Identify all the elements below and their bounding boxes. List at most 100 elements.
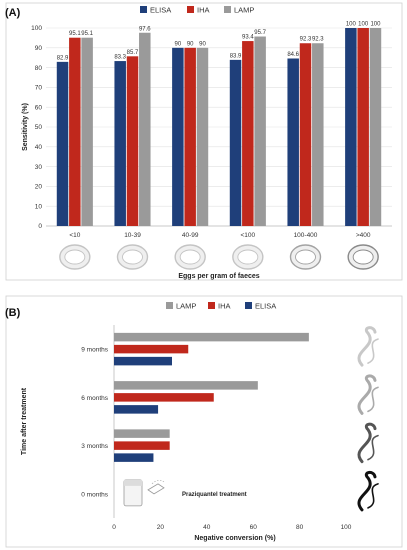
data-label-lamp-4: 92.3 — [312, 37, 324, 43]
pill-trail-icon — [151, 479, 165, 485]
dish-inner-icon-1 — [122, 249, 143, 265]
bar-lamp-4 — [312, 43, 324, 226]
dish-inner-icon-3 — [237, 249, 259, 265]
bar-lamp-2 — [196, 47, 209, 226]
bar-lamp-3 — [254, 36, 266, 226]
bar-lamp-1 — [139, 32, 151, 226]
bar-elisa-0 — [56, 61, 69, 226]
x-tick-label-b-60: 60 — [250, 524, 258, 531]
data-label-elisa-4: 84.6 — [287, 52, 299, 58]
x-axis-title-b: Negative conversion (%) — [194, 535, 275, 542]
data-label-iha-1: 85.7 — [127, 50, 139, 56]
dish-inner-icon-2 — [179, 249, 201, 265]
dish-inner-icon-5 — [352, 249, 374, 265]
worm-tail-icon-1 — [367, 386, 379, 413]
worm-icon-3 — [357, 471, 377, 512]
bar-b-lamp-1 — [114, 381, 258, 390]
x-axis-title: Eggs per gram of faeces — [178, 273, 259, 280]
x-tick-label-b-40: 40 — [203, 524, 211, 531]
x-tick-label-2: 40-99 — [182, 232, 199, 239]
data-label-iha-2: 90 — [187, 41, 194, 47]
y-tick-label-b-2: 3 months — [81, 443, 108, 450]
bar-iha-5 — [357, 28, 369, 226]
data-label-elisa-3: 83.9 — [230, 53, 242, 59]
data-label-iha-4: 92.3 — [300, 37, 312, 43]
bar-b-elisa-2 — [114, 453, 154, 462]
x-tick-label-5: >400 — [356, 232, 371, 239]
y-tick-label-40: 40 — [35, 144, 43, 151]
data-label-iha-3: 93.4 — [242, 35, 254, 41]
legend-b-swatch-iha — [208, 302, 215, 309]
worm-tail-icon-3 — [367, 483, 379, 509]
y-tick-label-10: 10 — [35, 203, 43, 210]
bar-b-lamp-2 — [114, 429, 170, 438]
x-tick-label-b-0: 0 — [112, 524, 116, 531]
medicine-box-lid-icon — [124, 479, 142, 486]
y-tick-label-b-0: 9 months — [81, 347, 108, 354]
panel-a-label: (A) — [5, 7, 21, 19]
x-tick-label-4: 100-400 — [294, 232, 318, 239]
y-tick-label-30: 30 — [35, 164, 43, 171]
bar-b-lamp-0 — [114, 332, 309, 342]
data-label-iha-5: 100 — [358, 22, 369, 28]
dish-inner-icon-4 — [295, 249, 316, 265]
x-tick-label-0: <10 — [69, 232, 80, 239]
data-label-lamp-2: 90 — [199, 41, 206, 47]
y-tick-label-b-3: 0 months — [81, 491, 108, 498]
data-label-lamp-3: 95.7 — [254, 30, 266, 36]
bar-elisa-5 — [345, 28, 357, 226]
panel-a-frame — [5, 2, 403, 281]
data-label-lamp-5: 100 — [370, 22, 381, 28]
bar-b-elisa-0 — [114, 356, 172, 366]
x-tick-label-b-20: 20 — [157, 524, 165, 531]
negative-conversion-chart: LAMP IHA ELISA 0 20 40 60 80 100 Negative convers… — [21, 302, 379, 542]
bar-b-iha-2 — [114, 441, 170, 450]
bar-b-iha-0 — [114, 344, 189, 354]
worm-icon-1 — [357, 374, 377, 415]
bar-iha-4 — [299, 43, 312, 226]
bar-b-iha-1 — [114, 393, 214, 402]
legend-b-swatch-elisa — [245, 302, 252, 309]
x-tick-label-1: 10-39 — [124, 232, 141, 239]
panel-b-label: (B) — [5, 307, 21, 319]
data-label-elisa-5: 100 — [346, 22, 357, 28]
sensitivity-chart: ELISA IHA LAMP 0 10 20 30 40 50 60 70 80 90 100 Sensit… — [22, 6, 392, 280]
worm-tail-icon-2 — [367, 434, 379, 461]
legend-swatch-iha — [187, 6, 194, 13]
bar-lamp-0 — [81, 37, 93, 227]
worm-icon-2 — [357, 422, 377, 464]
bar-elisa-3 — [229, 59, 242, 227]
data-label-elisa-0: 82.9 — [57, 55, 69, 61]
y-tick-label-80: 80 — [35, 65, 43, 72]
data-label-lamp-1: 97.6 — [139, 26, 151, 32]
data-label-lamp-0: 95.1 — [81, 31, 93, 37]
data-label-elisa-2: 90 — [175, 41, 182, 47]
legend-swatch-elisa — [140, 6, 147, 13]
y-tick-label-b-1: 6 months — [81, 395, 108, 402]
y-tick-label-50: 50 — [35, 124, 43, 131]
y-tick-label-100: 100 — [31, 25, 42, 32]
x-tick-label-b-100: 100 — [341, 524, 352, 531]
bar-elisa-1 — [114, 61, 126, 226]
y-tick-label-90: 90 — [35, 45, 43, 52]
y-axis-title: Sensitivity (%) — [22, 103, 29, 151]
legend-swatch-lamp — [224, 6, 231, 13]
dish-inner-icon-0 — [64, 249, 86, 265]
legend-b-label-iha: IHA — [218, 302, 231, 311]
legend-b-label-lamp: LAMP — [176, 302, 196, 311]
bar-b-elisa-1 — [114, 405, 159, 414]
legend-label-lamp: LAMP — [234, 6, 254, 15]
bar-iha-0 — [69, 37, 81, 227]
data-label-elisa-1: 83.3 — [114, 55, 126, 61]
worm-tail-icon-0 — [367, 338, 379, 364]
bar-iha-3 — [242, 41, 254, 227]
data-label-iha-0: 95.1 — [69, 31, 81, 37]
x-tick-label-b-80: 80 — [296, 524, 304, 531]
legend-b-swatch-lamp — [166, 302, 173, 309]
x-tick-label-3: <100 — [241, 232, 256, 239]
y-axis-title-b: Time after treatment — [21, 387, 28, 455]
bar-elisa-2 — [172, 47, 184, 226]
bar-iha-2 — [184, 47, 196, 226]
bar-elisa-4 — [287, 58, 299, 226]
